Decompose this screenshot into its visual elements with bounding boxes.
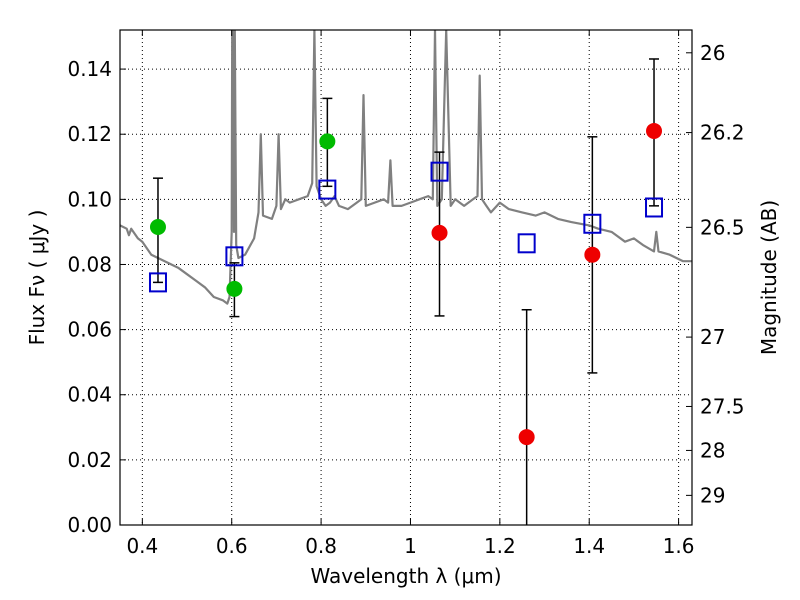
- x-tick-label: 0.8: [305, 534, 337, 558]
- x-tick-label: 1.4: [573, 534, 605, 558]
- y-tick-label: 0.14: [67, 57, 112, 81]
- y-tick-label: 0.02: [67, 448, 112, 472]
- y-tick-label: 0.06: [67, 318, 112, 342]
- y-tick-label: 0.12: [67, 122, 112, 146]
- x-tick-label: 1: [404, 534, 417, 558]
- x-axis-title: Wavelength λ (μm): [310, 564, 501, 588]
- x-tick-label: 1.2: [484, 534, 516, 558]
- y2-tick-label: 28: [700, 438, 725, 462]
- y2-axis-title: Magnitude (AB): [757, 200, 781, 355]
- y2-tick-label: 27.5: [700, 394, 745, 418]
- y-tick-label: 0.04: [67, 383, 112, 407]
- y2-tick-label: 26.2: [700, 121, 745, 145]
- data-point-circle: [226, 280, 243, 297]
- data-point-circle: [518, 429, 535, 446]
- model-spectrum-layer: [120, 30, 692, 305]
- data-point-circle: [431, 224, 448, 241]
- grid: [120, 30, 692, 526]
- x-tick-label: 1.6: [663, 534, 695, 558]
- data-point-circle: [149, 219, 166, 236]
- y-tick-label: 0.00: [67, 513, 112, 537]
- model-spectrum-line: [120, 30, 692, 305]
- model-band-square: [517, 233, 536, 254]
- y-axis-title: Flux Fν ( μJy ): [25, 210, 49, 346]
- data-point-circle: [319, 133, 336, 150]
- data-point-circle: [646, 122, 663, 139]
- y2-tick-label: 29: [700, 483, 725, 507]
- y-tick-label: 0.10: [67, 187, 112, 211]
- ticks-layer: 0.4 0.6 0.8 1 1.2 1.4 1.6 0.00 0.02 0.04 0.06 0.08 0…: [67, 30, 745, 558]
- y2-tick-label: 26: [700, 41, 725, 65]
- data-marks-layer: [148, 58, 664, 525]
- x-tick-label: 0.4: [126, 534, 158, 558]
- model-band-square: [225, 246, 244, 267]
- x-tick-label: 0.6: [216, 534, 248, 558]
- model-band-square: [430, 161, 449, 182]
- plot-frame: [119, 29, 693, 526]
- model-band-square: [148, 272, 167, 293]
- model-band-square: [318, 179, 337, 200]
- data-point-circle: [584, 246, 601, 263]
- y2-tick-label: 26.5: [700, 215, 745, 239]
- y2-tick-label: 27: [700, 325, 725, 349]
- model-band-square: [645, 197, 664, 218]
- model-band-square: [583, 213, 602, 234]
- y-tick-label: 0.08: [67, 252, 112, 276]
